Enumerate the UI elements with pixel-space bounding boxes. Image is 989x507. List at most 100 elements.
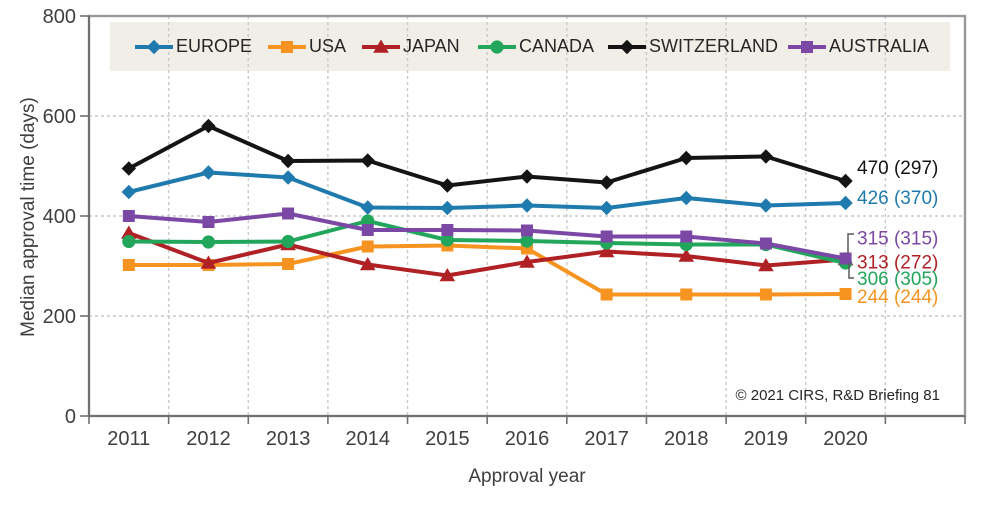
switzerland-point-2012: [201, 118, 216, 134]
europe-point-2012: [201, 165, 216, 180]
circle-marker-icon: [478, 39, 516, 54]
series-line-usa: [128, 243, 846, 297]
australia-point-2012: [202, 216, 215, 228]
copyright-note: © 2021 CIRS, R&D Briefing 81: [735, 387, 940, 404]
diamond-glyph: [146, 39, 162, 54]
legend-item-usa: USA: [268, 22, 346, 71]
europe-point-2016: [519, 198, 535, 213]
legend-label: CANADA: [519, 36, 595, 56]
y-tick-label: 800: [43, 6, 76, 28]
x-tick-label: 2019: [744, 428, 789, 450]
circle-glyph: [490, 39, 504, 54]
canada-point-2011: [122, 234, 136, 249]
europe-point-2011: [121, 184, 137, 200]
switzerland-point-2020: [838, 173, 853, 189]
australia-point-2020: [839, 252, 852, 265]
end-label-japan: 313 (272): [857, 253, 938, 274]
end-label-europe: 426 (370): [857, 188, 938, 209]
japan-point-2019: [758, 258, 774, 272]
x-tick-label: 2018: [664, 428, 709, 450]
square-marker-icon: [268, 40, 306, 53]
japan-point-2012: [200, 255, 217, 269]
diamond-glyph: [619, 39, 635, 54]
usa-point-2011: [122, 259, 135, 271]
switzerland-point-2018: [679, 150, 694, 166]
y-axis-title: Median approval time (days): [18, 97, 39, 337]
australia-point-2016: [521, 224, 533, 237]
japan-point-2015: [439, 268, 456, 282]
europe-point-2020: [838, 195, 853, 211]
series-switzerland: [121, 118, 853, 193]
japan-point-2014: [359, 257, 376, 271]
switzerland-point-2013: [280, 153, 296, 169]
y-tick-label: 400: [43, 206, 76, 228]
switzerland-point-2017: [599, 175, 614, 190]
gridlines: [89, 16, 965, 416]
legend-item-japan: JAPAN: [362, 22, 460, 71]
x-axis-title: Approval year: [468, 466, 586, 487]
x-tick-label: 2014: [345, 428, 390, 450]
japan-point-2018: [678, 248, 695, 262]
switzerland-point-2019: [758, 149, 774, 164]
legend-item-europe: EUROPE: [135, 22, 252, 71]
switzerland-point-2015: [440, 178, 455, 193]
usa-point-2014: [361, 240, 374, 253]
japan-point-2017: [598, 244, 615, 258]
end-value-labels: 426 (370) 244 (244) 313 (272)306 (305) 470 …: [857, 158, 938, 308]
australia-point-2019: [759, 237, 772, 250]
diamond-marker-icon: [608, 39, 646, 54]
legend-label: JAPAN: [403, 36, 460, 56]
square-glyph: [801, 40, 813, 53]
series-line-europe: [128, 170, 846, 210]
axes: 0 200 400 600 800 2011 2012 2013 2014 2015 2016 201…: [43, 6, 967, 450]
end-label-switzerland: 470 (297): [857, 158, 938, 179]
europe-point-2017: [599, 200, 614, 216]
series-line-switzerland: [127, 124, 847, 188]
x-tick-label: 2017: [584, 428, 629, 450]
australia-point-2011: [122, 210, 135, 222]
switzerland-point-2016: [519, 169, 535, 184]
usa-point-2013: [282, 258, 295, 270]
triangle-glyph: [373, 39, 389, 53]
canada-point-2016: [520, 234, 534, 248]
europe-point-2015: [440, 200, 455, 216]
japan-point-2011: [121, 225, 137, 239]
x-tick-label: 2016: [505, 428, 550, 450]
canada-point-2013: [281, 234, 295, 249]
europe-point-2018: [679, 190, 694, 206]
label-leader-lines: [847, 233, 854, 279]
series-australia: [122, 207, 852, 265]
legend: EUROPE USA JAPAN CANADA SWITZERLAND AUSTRALIA: [0, 22, 989, 71]
y-tick-label: 0: [65, 406, 76, 428]
series-line-japan: [128, 231, 846, 278]
y-tick-label: 600: [43, 106, 76, 128]
end-label-usa: 244 (244): [857, 287, 938, 308]
australia-point-2014: [361, 224, 374, 236]
switzerland-point-2014: [360, 153, 375, 168]
legend-item-switzerland: SWITZERLAND: [608, 22, 778, 71]
switzerland-point-2011: [121, 161, 137, 176]
diamond-marker-icon: [135, 39, 173, 54]
series-line-australia: [128, 211, 846, 261]
end-label-australia: 315 (315): [857, 229, 938, 250]
legend-label: USA: [309, 36, 347, 56]
europe-point-2013: [280, 170, 296, 185]
australia-point-2018: [680, 230, 693, 243]
x-tick-label: 2012: [186, 428, 231, 450]
japan-point-2016: [519, 254, 535, 268]
usa-point-2020: [839, 288, 852, 300]
australia-point-2015: [441, 224, 454, 236]
usa-point-2019: [759, 288, 772, 301]
series-europe: [121, 165, 853, 216]
australia-point-2013: [282, 207, 295, 220]
usa-point-2018: [680, 288, 693, 301]
legend-item-australia: AUSTRALIA: [788, 22, 929, 71]
australia-point-2017: [600, 230, 613, 243]
square-marker-icon: [788, 40, 826, 53]
x-tick-label: 2013: [266, 428, 311, 450]
canada-point-2015: [440, 233, 454, 247]
canada-point-2012: [201, 235, 216, 249]
end-label-canada: 306 (305): [857, 269, 938, 290]
